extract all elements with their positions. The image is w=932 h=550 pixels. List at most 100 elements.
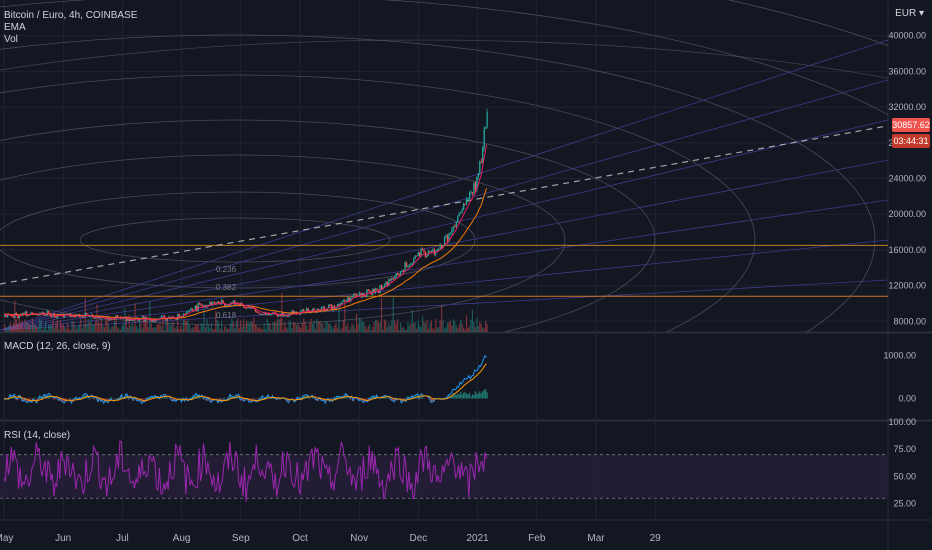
candle-body bbox=[467, 198, 469, 200]
study-ema[interactable]: EMA bbox=[4, 22, 26, 33]
volume-bar bbox=[191, 327, 193, 332]
volume-bar bbox=[405, 329, 408, 332]
volume-bar bbox=[306, 325, 308, 332]
candle-body bbox=[284, 315, 286, 317]
volume-bar bbox=[332, 328, 334, 332]
volume-bar bbox=[379, 321, 381, 332]
macd-histogram-bar bbox=[380, 397, 383, 399]
candle-body bbox=[12, 316, 15, 318]
volume-bar bbox=[310, 318, 312, 332]
macd-histogram-bar bbox=[229, 394, 232, 399]
x-tick-label: Aug bbox=[173, 533, 191, 544]
candle-body bbox=[458, 213, 460, 217]
candle-body bbox=[320, 307, 323, 310]
volume-bar bbox=[292, 321, 295, 332]
volume-bar bbox=[284, 322, 286, 332]
candle-body bbox=[240, 302, 242, 306]
volume-bar bbox=[115, 319, 117, 332]
volume-bar bbox=[270, 329, 273, 332]
volume-bar bbox=[480, 323, 482, 332]
candle-body bbox=[442, 244, 444, 248]
macd-histogram-bar bbox=[223, 397, 226, 399]
volume-bar bbox=[452, 319, 454, 332]
volume-bar bbox=[316, 318, 318, 332]
x-tick-label: Dec bbox=[410, 533, 428, 544]
volume-bar bbox=[442, 319, 444, 332]
volume-bar bbox=[351, 323, 353, 332]
macd-histogram-bar bbox=[482, 391, 484, 399]
macd-histogram-bar bbox=[118, 397, 120, 399]
volume-bar bbox=[275, 322, 277, 332]
volume-bar bbox=[247, 321, 249, 332]
candle-body bbox=[209, 301, 211, 306]
candle-body bbox=[23, 313, 25, 315]
volume-bar bbox=[385, 320, 387, 332]
candle-body bbox=[351, 296, 353, 298]
macd-histogram-bar bbox=[159, 398, 161, 400]
candle-body bbox=[383, 284, 386, 287]
volume-bar bbox=[225, 327, 227, 332]
volume-bar bbox=[432, 328, 434, 332]
volume-bar bbox=[215, 311, 217, 332]
macd-histogram-bar bbox=[21, 398, 23, 402]
candle-body bbox=[267, 313, 270, 316]
volume-bar bbox=[445, 326, 447, 332]
candle-body bbox=[144, 317, 147, 322]
volume-bar bbox=[347, 323, 349, 332]
macd-histogram-bar bbox=[17, 398, 19, 401]
volume-bar bbox=[199, 329, 201, 332]
volume-bar bbox=[436, 327, 438, 332]
candle-body bbox=[27, 314, 29, 316]
candle-body bbox=[4, 314, 6, 317]
volume-bar bbox=[18, 314, 20, 332]
candle-body bbox=[486, 112, 488, 128]
candle-body bbox=[17, 314, 19, 319]
macd-histogram-bar bbox=[311, 397, 314, 399]
candle-body bbox=[433, 249, 435, 255]
volume-bar bbox=[361, 321, 364, 332]
macd-histogram-bar bbox=[81, 397, 83, 399]
macd-histogram-bar bbox=[219, 397, 221, 399]
currency-selector[interactable]: EUR ▾ bbox=[895, 8, 924, 19]
volume-bar bbox=[43, 327, 45, 332]
volume-bar bbox=[325, 321, 327, 332]
macd-legend[interactable]: MACD (12, 26, close, 9) bbox=[4, 341, 111, 353]
candle-body bbox=[354, 293, 356, 295]
candle-body bbox=[329, 304, 331, 306]
macd-histogram-bar bbox=[86, 395, 88, 399]
volume-bar bbox=[124, 307, 126, 332]
volume-bar bbox=[100, 318, 102, 332]
volume-bar bbox=[439, 320, 441, 332]
volume-bar bbox=[370, 329, 372, 332]
rsi-legend[interactable]: RSI (14, close) bbox=[4, 430, 70, 442]
ema-fast-line bbox=[3, 144, 487, 321]
candle-body bbox=[438, 248, 440, 250]
macd-histogram-bar bbox=[333, 396, 336, 399]
candle-body bbox=[45, 315, 47, 317]
volume-bar bbox=[243, 318, 245, 332]
rsi-pane bbox=[0, 440, 888, 502]
candle-body bbox=[386, 281, 389, 286]
candle-body bbox=[435, 251, 437, 255]
candle-body bbox=[225, 305, 227, 307]
volume-bar bbox=[97, 321, 100, 332]
volume-bar bbox=[4, 324, 6, 332]
volume-bar bbox=[235, 320, 237, 332]
volume-bar bbox=[353, 325, 355, 332]
volume-bar bbox=[69, 329, 72, 332]
volume-bar bbox=[11, 327, 13, 332]
volume-bar bbox=[314, 328, 317, 332]
candle-body bbox=[307, 308, 309, 311]
volume-bar bbox=[323, 328, 325, 332]
x-tick-label: Mar bbox=[587, 533, 605, 544]
volume-bar bbox=[322, 323, 324, 332]
macd-histogram-bar bbox=[61, 398, 63, 402]
fib-label: 0.236 bbox=[216, 265, 237, 274]
volume-bar bbox=[203, 305, 205, 332]
volume-bar bbox=[402, 327, 405, 332]
symbol-title[interactable]: Bitcoin / Euro, 4h, COINBASE bbox=[4, 10, 138, 21]
study-vol[interactable]: Vol bbox=[4, 34, 18, 45]
volume-bar bbox=[31, 318, 34, 332]
candle-body bbox=[266, 313, 268, 315]
